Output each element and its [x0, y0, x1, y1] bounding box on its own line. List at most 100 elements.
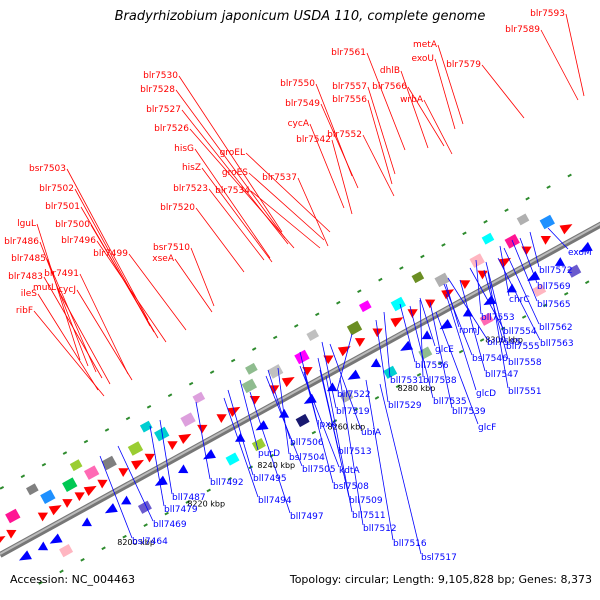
forward-gene-label: blr7542 [296, 135, 331, 145]
forward-gene-label: blr7534 [215, 186, 250, 196]
forward-gene-arrow [559, 224, 573, 235]
reverse-gene-label: bll7509 [349, 496, 383, 506]
reverse-gene-label: bll7538 [423, 376, 457, 386]
forward-gene-label: ileS [21, 289, 38, 299]
forward-gene-label: blr7528 [140, 85, 175, 95]
forward-gene-block [390, 296, 406, 312]
inner-track-mark [62, 451, 68, 455]
forward-gene-block [192, 391, 206, 404]
reverse-gene-label: bll7505 [302, 465, 336, 475]
inner-track-mark [483, 219, 488, 224]
forward-gene-label: blr7549 [285, 99, 320, 109]
reverse-leader-line [429, 301, 453, 409]
reverse-gene-label: bll7497 [290, 512, 324, 522]
forward-leader-line [189, 128, 295, 249]
forward-gene-block [434, 272, 450, 288]
inner-track-mark [230, 358, 236, 363]
reverse-gene-label: bll7492 [210, 478, 244, 488]
reverse-leader-line [503, 247, 540, 325]
reverse-gene-arrow [235, 433, 246, 442]
reverse-gene-block [137, 500, 152, 514]
forward-leader-line [362, 134, 395, 197]
reverse-gene-arrow [121, 495, 132, 505]
forward-gene-label: blr7593 [530, 9, 565, 19]
reverse-leader-line [336, 333, 353, 392]
forward-gene-arrow [498, 257, 512, 269]
forward-gene-label: blr7527 [146, 105, 181, 115]
reverse-gene-label: bll7479 [164, 505, 198, 515]
forward-leader-line [33, 310, 105, 397]
reverse-gene-label: bll7569 [537, 282, 571, 292]
reverse-gene-block [383, 365, 398, 379]
reverse-leader-line [485, 261, 507, 344]
forward-gene-label: blr7496 [61, 236, 96, 246]
forward-leader-line [43, 276, 103, 379]
tick-label: 8300 kbp [485, 336, 523, 345]
forward-gene-block [294, 349, 310, 365]
forward-leader-line [367, 86, 396, 175]
forward-leader-line [79, 273, 129, 375]
reverse-gene-arrow [49, 533, 63, 544]
forward-gene-label: blr7499 [93, 249, 128, 259]
inner-track-mark [269, 453, 275, 458]
reverse-gene-label: bsl7517 [421, 553, 457, 563]
inner-track-mark [164, 511, 169, 516]
forward-leader-line [36, 223, 81, 361]
reverse-gene-label: bll7539 [452, 407, 486, 417]
inner-track-mark [542, 303, 548, 308]
forward-leader-line [181, 109, 289, 245]
forward-leader-line [309, 123, 345, 209]
page-title: Bradyrhizobium japonicum USDA 110, compl… [114, 9, 486, 24]
reverse-leader-line [195, 401, 211, 480]
forward-gene-block [267, 364, 284, 379]
forward-gene-arrow [197, 424, 208, 434]
forward-gene-arrow [6, 529, 17, 539]
forward-gene-block [306, 329, 320, 341]
forward-leader-line [56, 287, 111, 385]
forward-gene-block [101, 455, 117, 471]
reverse-gene-label: bll7495 [253, 474, 287, 484]
forward-gene-label: blr7566 [372, 82, 407, 92]
forward-gene-label: blr7502 [39, 184, 74, 194]
reverse-gene-arrow [327, 382, 338, 392]
reverse-leader-line [321, 341, 337, 409]
reverse-gene-label: bll7535 [433, 397, 467, 407]
tick-label: 8280 kbp [398, 384, 436, 393]
reverse-leader-line [459, 279, 486, 372]
forward-gene-block [127, 441, 144, 456]
forward-gene-label: blr7526 [154, 124, 189, 134]
reverse-gene-label: bll7555 [506, 342, 540, 352]
forward-gene-block [241, 378, 258, 394]
forward-leader-line [39, 241, 89, 367]
reverse-leader-line [497, 257, 541, 341]
forward-leader-line [208, 188, 265, 261]
tick-label: 8200 kbp [117, 538, 155, 547]
reverse-gene-label: bll7511 [352, 511, 386, 521]
inner-track-mark [437, 361, 443, 366]
forward-gene-label: blr7561 [331, 48, 366, 58]
inner-track-mark [395, 384, 401, 389]
forward-leader-line [245, 152, 331, 233]
forward-gene-label: blr7579 [446, 60, 481, 70]
forward-gene-label: blr7550 [280, 79, 315, 89]
forward-leader-line [423, 99, 453, 155]
forward-gene-block [358, 300, 372, 313]
forward-gene-label: blr7483 [8, 272, 43, 282]
forward-gene-label: blr7485 [11, 254, 46, 264]
forward-leader-line [434, 58, 456, 130]
forward-gene-label: blr7491 [44, 269, 79, 279]
reverse-leader-line [443, 283, 473, 356]
reverse-gene-arrow [81, 517, 92, 527]
reverse-leader-line [303, 371, 334, 484]
forward-leader-line [297, 177, 329, 247]
inner-track-mark [479, 338, 485, 342]
forward-gene-label: blr7557 [332, 82, 367, 92]
inner-track-mark [585, 280, 590, 285]
reverse-strand-features [19, 241, 593, 561]
forward-gene-arrow [227, 406, 241, 417]
reverse-gene-block [225, 452, 240, 466]
forward-gene-arrow [521, 246, 532, 256]
reverse-leader-line [325, 375, 353, 513]
forward-leader-line [66, 168, 149, 321]
inner-track-mark [101, 546, 106, 551]
